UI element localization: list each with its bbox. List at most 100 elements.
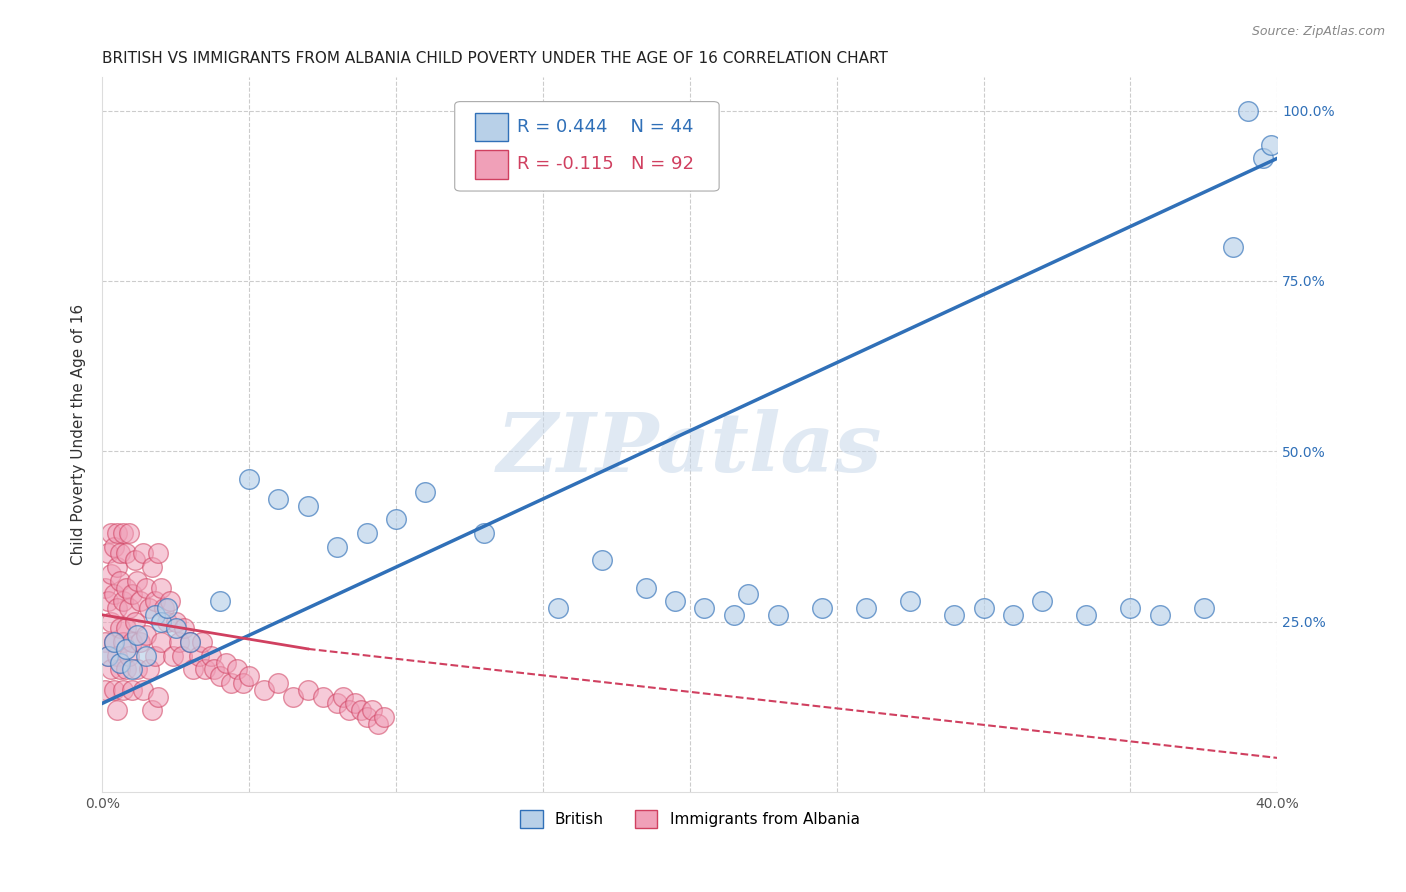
Point	[361, 703, 384, 717]
Point	[1251, 151, 1274, 165]
Point	[208, 594, 231, 608]
Point	[1031, 594, 1053, 608]
Point	[138, 601, 160, 615]
Point	[634, 581, 657, 595]
Point	[94, 635, 117, 649]
Point	[100, 566, 122, 581]
Point	[350, 703, 373, 717]
Point	[138, 662, 160, 676]
Point	[238, 669, 260, 683]
Point	[194, 662, 217, 676]
Point	[943, 607, 966, 622]
Text: R = 0.444    N = 44: R = 0.444 N = 44	[517, 119, 693, 136]
Point	[124, 553, 146, 567]
Point	[162, 648, 184, 663]
Point	[472, 526, 495, 541]
Point	[103, 682, 125, 697]
Point	[127, 574, 149, 588]
Point	[100, 615, 122, 629]
Point	[111, 526, 134, 541]
Point	[373, 710, 395, 724]
Point	[100, 526, 122, 541]
Point	[143, 607, 166, 622]
Point	[114, 622, 136, 636]
Point	[127, 628, 149, 642]
Point	[108, 622, 131, 636]
Point	[118, 648, 141, 663]
Point	[114, 547, 136, 561]
Point	[121, 682, 143, 697]
Point	[267, 491, 290, 506]
Point	[737, 587, 759, 601]
Point	[200, 648, 222, 663]
Point	[111, 594, 134, 608]
Point	[208, 669, 231, 683]
Point	[547, 601, 569, 615]
Point	[238, 471, 260, 485]
Point	[114, 662, 136, 676]
Point	[226, 662, 249, 676]
Point	[664, 594, 686, 608]
Point	[141, 560, 163, 574]
Point	[127, 662, 149, 676]
Point	[146, 690, 169, 704]
Point	[97, 648, 120, 663]
Point	[105, 703, 128, 717]
Point	[141, 703, 163, 717]
Point	[1119, 601, 1142, 615]
Text: BRITISH VS IMMIGRANTS FROM ALBANIA CHILD POVERTY UNDER THE AGE OF 16 CORRELATION: BRITISH VS IMMIGRANTS FROM ALBANIA CHILD…	[103, 51, 889, 66]
Point	[129, 635, 152, 649]
Point	[173, 622, 195, 636]
Point	[103, 540, 125, 554]
Point	[149, 581, 172, 595]
Point	[111, 682, 134, 697]
Point	[766, 607, 789, 622]
Point	[114, 581, 136, 595]
Bar	[475, 151, 508, 179]
Point	[121, 662, 143, 676]
Point	[118, 526, 141, 541]
Point	[108, 574, 131, 588]
Point	[179, 635, 201, 649]
Point	[97, 547, 120, 561]
Point	[1222, 240, 1244, 254]
Point	[191, 635, 214, 649]
Text: Source: ZipAtlas.com: Source: ZipAtlas.com	[1251, 25, 1385, 38]
Point	[1149, 607, 1171, 622]
Bar	[475, 112, 508, 142]
Point	[253, 682, 276, 697]
Point	[121, 635, 143, 649]
Point	[135, 628, 157, 642]
Point	[156, 601, 179, 615]
Point	[179, 635, 201, 649]
Point	[146, 547, 169, 561]
Point	[156, 615, 179, 629]
Point	[103, 587, 125, 601]
Y-axis label: Child Poverty Under the Age of 16: Child Poverty Under the Age of 16	[72, 303, 86, 565]
Point	[135, 581, 157, 595]
Point	[311, 690, 333, 704]
Point	[188, 648, 211, 663]
Point	[855, 601, 877, 615]
Point	[973, 601, 995, 615]
Point	[135, 648, 157, 663]
Point	[297, 499, 319, 513]
Point	[898, 594, 921, 608]
Point	[385, 512, 408, 526]
Text: ZIPatlas: ZIPatlas	[496, 409, 883, 489]
Point	[108, 656, 131, 670]
Point	[202, 662, 225, 676]
Point	[1192, 601, 1215, 615]
Point	[165, 622, 187, 636]
Point	[356, 526, 378, 541]
Point	[283, 690, 305, 704]
Point	[103, 635, 125, 649]
Point	[124, 615, 146, 629]
Point	[1260, 137, 1282, 152]
Point	[100, 662, 122, 676]
Point	[118, 601, 141, 615]
Point	[159, 594, 181, 608]
Point	[105, 526, 128, 541]
Point	[94, 682, 117, 697]
Point	[1237, 103, 1260, 118]
